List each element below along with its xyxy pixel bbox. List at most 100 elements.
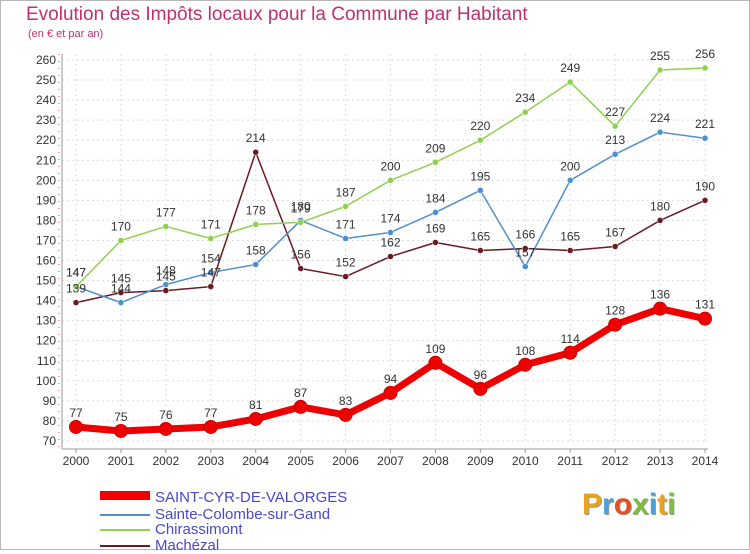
data-point [653, 301, 668, 316]
data-point [477, 187, 484, 194]
x-tick-label: 2012 [602, 454, 629, 468]
data-point [656, 128, 664, 136]
y-tick-label: 160 [36, 254, 56, 268]
data-label: 83 [339, 394, 353, 408]
data-point [72, 299, 80, 306]
legend-label-chirassimont: Chirassimont [155, 521, 243, 538]
data-point [69, 419, 83, 434]
data-point [566, 78, 574, 86]
data-point [701, 134, 709, 142]
data-label: 171 [336, 217, 356, 231]
x-tick-label: 2000 [63, 454, 90, 468]
data-label: 96 [474, 368, 488, 382]
data-point [207, 283, 215, 290]
data-point [162, 287, 170, 294]
data-point [656, 217, 664, 224]
x-tick-label: 2001 [108, 454, 135, 468]
y-tick-label: 140 [36, 294, 56, 308]
data-point [72, 283, 80, 290]
data-label: 108 [515, 344, 535, 358]
data-point [162, 281, 170, 288]
data-label: 180 [291, 199, 311, 213]
x-tick-label: 2013 [647, 454, 674, 468]
data-point [563, 345, 578, 360]
y-tick-label: 240 [36, 93, 56, 107]
data-point [387, 177, 394, 184]
data-point [522, 263, 529, 270]
data-point [158, 421, 173, 436]
data-point [701, 64, 709, 72]
data-label: 221 [695, 117, 715, 131]
data-label: 145 [156, 270, 176, 284]
y-tick-label: 230 [36, 113, 56, 127]
data-point [611, 122, 619, 130]
data-label: 227 [605, 105, 625, 119]
data-label: 220 [470, 119, 490, 133]
data-point [248, 411, 263, 426]
y-tick-label: 260 [36, 53, 56, 67]
legend-swatch-machezal [100, 545, 150, 547]
data-label: 109 [425, 342, 445, 356]
data-label: 178 [246, 203, 266, 217]
data-point [252, 148, 259, 156]
logo-letter: i [648, 488, 658, 521]
data-label: 157 [515, 246, 535, 260]
data-label: 148 [156, 264, 176, 278]
logo-letter: t [657, 488, 668, 521]
data-label: 77 [204, 406, 218, 420]
data-label: 234 [515, 91, 535, 105]
x-tick-label: 2008 [422, 454, 449, 468]
data-label: 147 [66, 266, 86, 280]
x-tick-label: 2003 [197, 454, 224, 468]
data-point [432, 159, 439, 166]
data-label: 87 [294, 386, 308, 400]
data-label: 169 [425, 221, 445, 235]
data-point [207, 235, 215, 242]
y-tick-label: 110 [37, 354, 56, 368]
legend-label-saint-cyr: SAINT-CYR-DE-VALORGES [155, 489, 348, 506]
data-point [611, 150, 619, 158]
logo-letter: r [602, 488, 614, 521]
legend-swatch-chirassimont [100, 529, 150, 531]
data-point [252, 261, 259, 268]
data-point [113, 423, 128, 438]
data-point [432, 209, 439, 216]
x-tick-label: 2010 [512, 454, 539, 468]
data-label: 184 [425, 191, 445, 205]
data-point [297, 265, 304, 272]
x-tick-label: 2009 [467, 454, 494, 468]
data-point [297, 219, 304, 226]
data-point [473, 381, 488, 396]
data-label: 156 [291, 248, 311, 262]
x-tick-label: 2006 [332, 454, 359, 468]
data-point [566, 177, 574, 184]
y-tick-label: 130 [36, 314, 56, 328]
data-point [338, 407, 353, 422]
logo-letter: o [613, 488, 633, 521]
logo-letter: i [667, 488, 676, 521]
data-point [432, 239, 439, 246]
data-label: 154 [201, 252, 221, 266]
logo-letter: x [632, 488, 649, 521]
data-label: 144 [111, 282, 131, 296]
y-tick-label: 220 [36, 133, 56, 147]
data-label: 171 [201, 217, 221, 231]
x-tick-label: 2005 [287, 454, 314, 468]
data-label: 76 [159, 408, 173, 422]
data-label: 114 [561, 332, 580, 346]
data-point [698, 311, 712, 326]
data-label: 174 [380, 211, 400, 225]
data-label: 75 [114, 410, 128, 424]
y-tick-label: 190 [36, 193, 56, 207]
x-tick-label: 2007 [377, 454, 404, 468]
data-point [477, 247, 484, 254]
data-point [518, 357, 533, 372]
data-label: 147 [66, 266, 86, 280]
data-point [566, 247, 574, 254]
data-label: 167 [605, 225, 625, 239]
data-label: 177 [156, 205, 176, 219]
data-label: 165 [470, 230, 490, 244]
y-tick-label: 180 [36, 213, 56, 227]
data-label: 200 [380, 159, 400, 173]
data-point [428, 355, 443, 370]
